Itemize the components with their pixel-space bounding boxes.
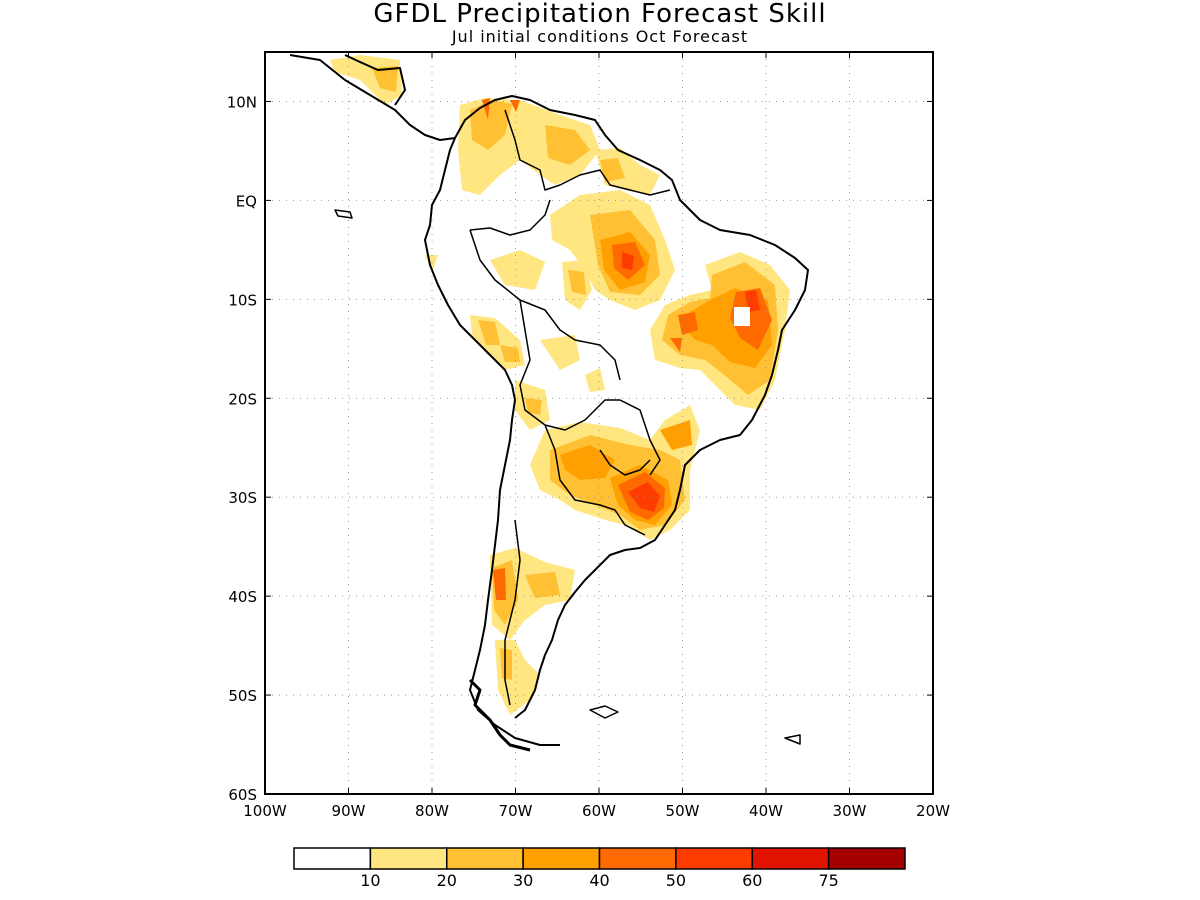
- y-tick-label: 50S: [228, 687, 257, 705]
- coastline-central-america: [289, 54, 456, 141]
- x-tick-label: 90W: [332, 802, 366, 820]
- y-tick-label: 10S: [228, 291, 257, 309]
- colorbar: 10 20 30 40 50 60 75: [293, 847, 906, 890]
- y-tick-label: EQ: [236, 192, 257, 210]
- y-tick-label: 60S: [228, 786, 257, 804]
- colorbar-swatch: [598, 847, 677, 870]
- y-tick-label: 30S: [228, 489, 257, 507]
- border-lines: [504, 109, 671, 196]
- figure-title: GFDL Precipitation Forecast Skill: [373, 0, 827, 29]
- colorbar-label: 40: [589, 871, 609, 890]
- coastlines: [289, 54, 809, 752]
- colorbar-swatch: [522, 847, 601, 870]
- figure-subtitle: Jul initial conditions Oct Forecast: [451, 27, 749, 46]
- skill-shading: [330, 55, 790, 715]
- colorbar-label: 50: [666, 871, 686, 890]
- colorbar-label: 20: [437, 871, 457, 890]
- colorbar-swatch: [751, 847, 830, 870]
- colorbar-swatch: [369, 847, 448, 870]
- x-axis: 100W 90W 80W 70W 60W 50W 40W 30W 20W: [243, 52, 950, 820]
- y-axis: 10N EQ 10S 20S 30S 40S 50S 60S: [227, 93, 933, 804]
- colorbar-label: 60: [742, 871, 762, 890]
- x-tick-label: 50W: [666, 802, 700, 820]
- x-tick-label: 70W: [499, 802, 533, 820]
- colorbar-swatch: [827, 847, 906, 870]
- colorbar-swatch: [293, 847, 372, 870]
- colorbar-label: 30: [513, 871, 533, 890]
- colorbar-swatch: [446, 847, 524, 870]
- x-tick-label: 100W: [243, 802, 287, 820]
- missing-data-cell: [734, 307, 750, 326]
- colorbar-label: 75: [818, 871, 838, 890]
- y-tick-label: 20S: [228, 390, 257, 408]
- x-tick-label: 80W: [415, 802, 449, 820]
- x-tick-label: 40W: [749, 802, 783, 820]
- x-tick-label: 60W: [582, 802, 616, 820]
- colorbar-label: 10: [360, 871, 380, 890]
- colorbar-swatch: [675, 847, 753, 870]
- gridlines: [265, 52, 933, 794]
- coastline-south-america: [454, 95, 809, 719]
- x-tick-label: 20W: [916, 802, 950, 820]
- y-tick-label: 40S: [228, 588, 257, 606]
- y-tick-label: 10N: [227, 93, 257, 111]
- x-tick-label: 30W: [833, 802, 867, 820]
